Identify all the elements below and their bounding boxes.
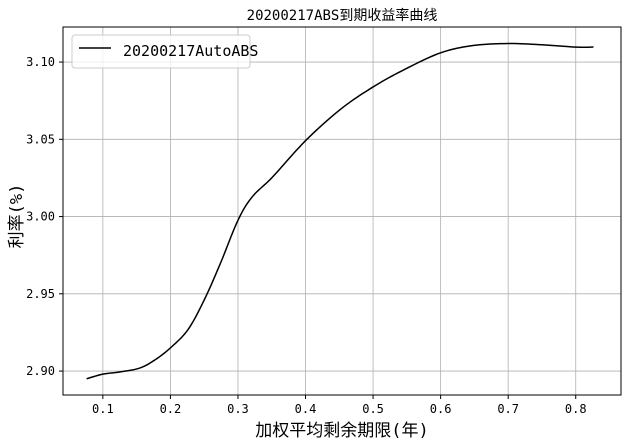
y-axis-label: 利率(%) xyxy=(7,184,27,249)
y-tick-label: 3.10 xyxy=(26,55,55,69)
y-tick-label: 3.00 xyxy=(26,210,55,224)
x-tick-label: 0.2 xyxy=(160,402,182,416)
chart-title: 20200217ABS到期收益率曲线 xyxy=(247,7,438,24)
legend-label: 20200217AutoABS xyxy=(123,42,258,60)
x-axis-label: 加权平均剩余期限(年) xyxy=(255,421,428,441)
x-tick-label: 0.7 xyxy=(497,402,519,416)
y-tick-label: 2.95 xyxy=(26,287,55,301)
x-tick-label: 0.5 xyxy=(362,402,384,416)
plot-frame xyxy=(62,26,622,396)
legend: 20200217AutoABS xyxy=(71,34,258,69)
grid xyxy=(63,27,621,395)
axis-ticks: 0.1 0.2 0.3 0.4 0.5 0.6 0.7 0.8 2.90 2.95 3.00 3.05… xyxy=(26,55,586,416)
legend-box xyxy=(71,34,251,69)
y-tick-label: 2.90 xyxy=(26,364,55,378)
x-tick-label: 0.8 xyxy=(565,402,587,416)
x-tick-label: 0.4 xyxy=(295,402,317,416)
x-tick-label: 0.6 xyxy=(430,402,452,416)
y-tick-label: 3.05 xyxy=(26,132,55,146)
x-tick-label: 0.3 xyxy=(227,402,249,416)
series-line-20200217AutoABS xyxy=(86,42,594,380)
x-tick-label: 0.1 xyxy=(92,402,114,416)
